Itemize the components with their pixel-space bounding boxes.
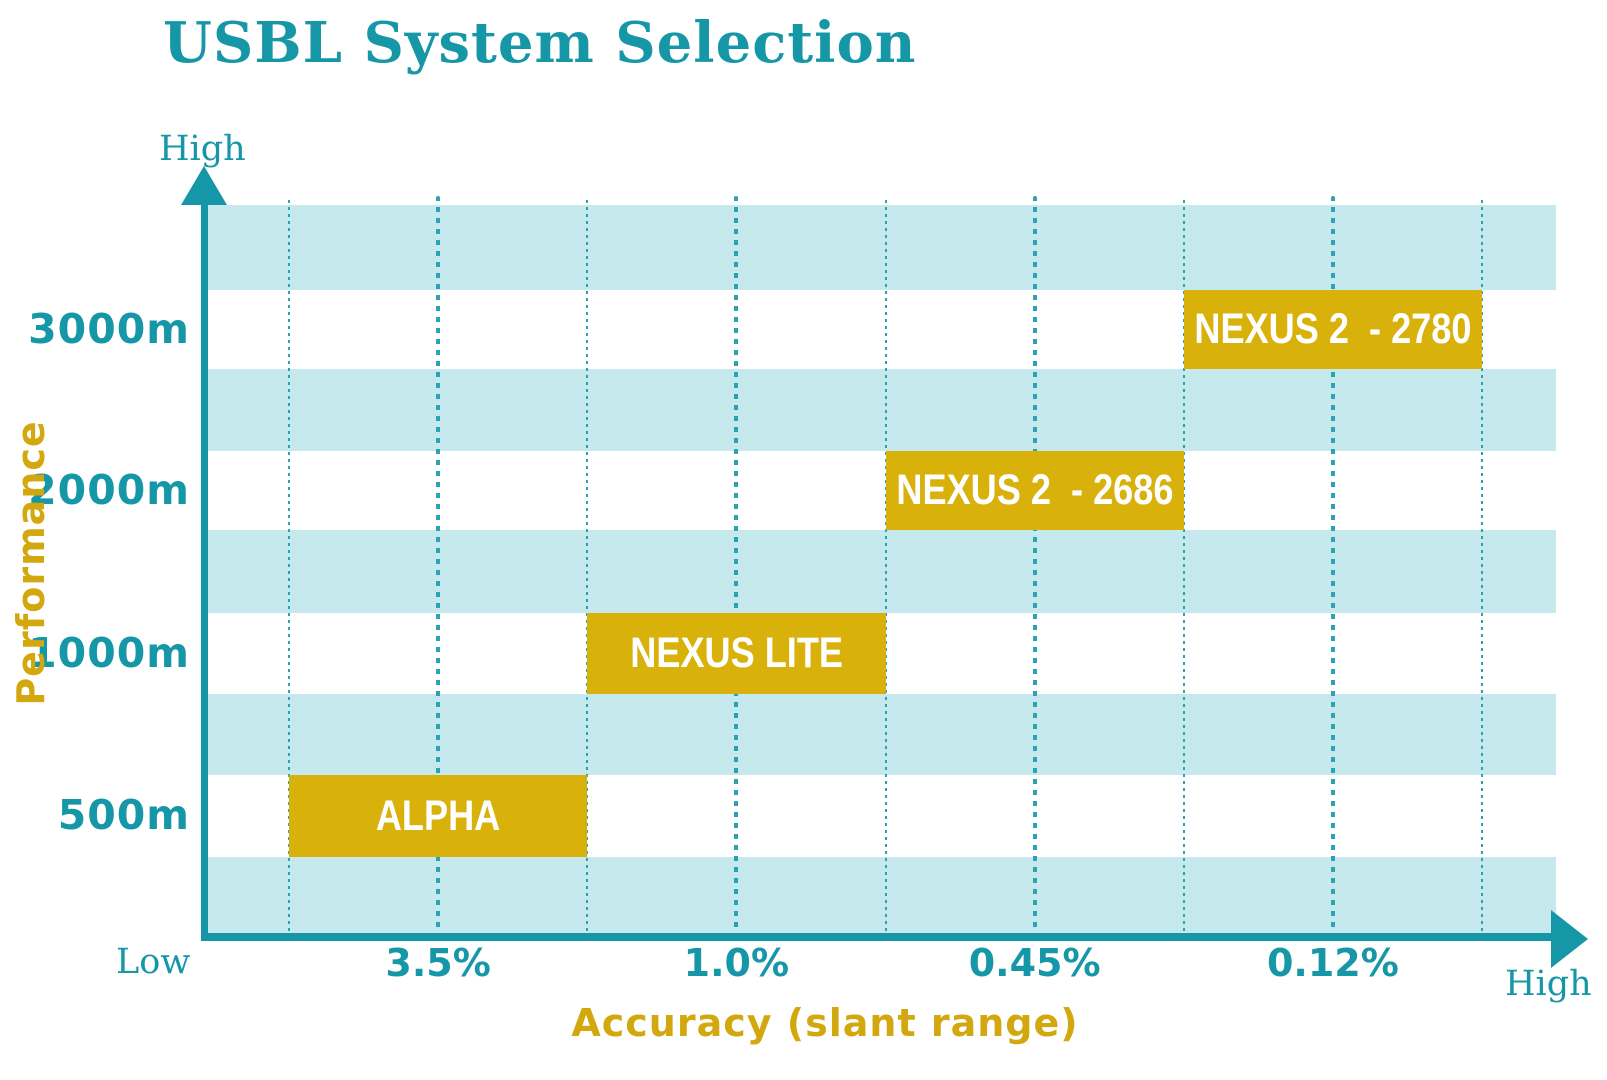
dotted-gridline [1481,200,1483,933]
product-box: NEXUS LITE [587,613,886,694]
plot-stripe-band [205,530,1556,613]
dotted-gridline [288,200,290,933]
product-box: NEXUS 2 - 2686 [885,451,1184,530]
origin-low-label: Low [116,942,191,982]
y-axis-title: Performance [9,420,53,706]
x-axis-line [201,933,1553,941]
plot-stripe-band [205,369,1556,451]
y-tick-label: 2000m [28,465,190,514]
y-tick-label: 3000m [28,304,190,353]
plot-stripe-band [205,857,1556,933]
y-axis-high-label: High [159,129,246,169]
chart-title: USBL System Selection [163,10,917,76]
product-label: NEXUS LITE [629,629,843,677]
y-tick-label: 1000m [28,628,190,677]
plot-stripe-band [205,694,1556,775]
product-label: ALPHA [375,791,501,840]
x-tick-label: 1.0% [683,941,790,985]
dotted-gridline [1032,196,1037,933]
x-axis-high-label: High [1505,964,1592,1004]
x-axis-title: Accuracy (slant range) [571,1001,1079,1045]
product-box: ALPHA [289,775,588,857]
product-label: NEXUS 2 - 2780 [1194,305,1472,353]
product-label: NEXUS 2 - 2686 [896,466,1174,514]
product-box: NEXUS 2 - 2780 [1183,290,1482,369]
x-tick-label: 3.5% [385,941,491,985]
y-axis-line [201,186,208,941]
dotted-gridline [586,200,589,933]
x-tick-label: 0.12% [1266,941,1399,985]
x-tick-label: 0.45% [968,941,1101,985]
x-axis-arrow-icon [1551,910,1588,968]
dotted-gridline [1182,200,1185,933]
dotted-gridline [1330,196,1335,933]
dotted-gridline [436,196,441,933]
y-tick-label: 500m [57,791,190,840]
plot-stripe-band [205,205,1556,290]
dotted-gridline [884,200,887,933]
dotted-gridline [734,196,739,933]
